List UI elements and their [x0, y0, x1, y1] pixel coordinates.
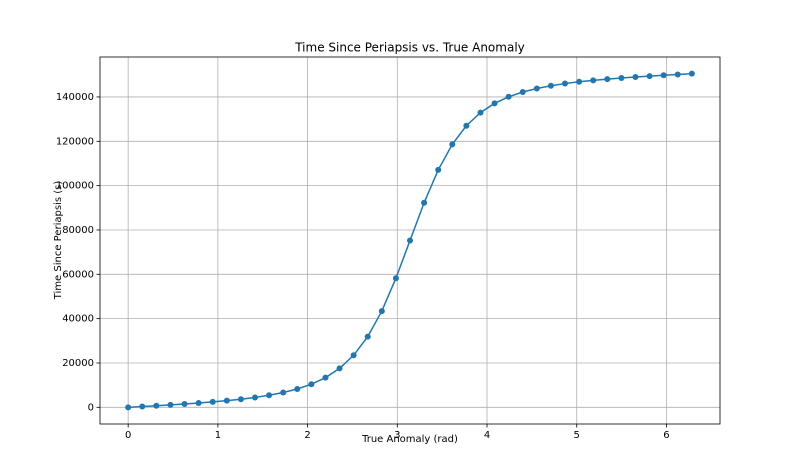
chart-title: Time Since Periapsis vs. True Anomaly — [294, 41, 525, 55]
x-tick-label: 4 — [484, 430, 490, 441]
data-point — [392, 275, 399, 282]
data-point — [336, 365, 343, 372]
data-point — [407, 237, 414, 244]
data-point — [632, 74, 639, 81]
data-point — [519, 89, 526, 96]
y-tick-label: 40000 — [62, 314, 94, 325]
data-point — [562, 80, 569, 87]
x-tick-label: 6 — [663, 430, 669, 441]
data-point — [322, 374, 329, 381]
x-tick-label: 3 — [394, 430, 400, 441]
x-tick-label: 0 — [125, 430, 131, 441]
data-point — [139, 403, 146, 410]
data-point — [421, 199, 428, 206]
data-point — [435, 166, 442, 173]
data-point — [660, 72, 667, 79]
y-tick-label: 100000 — [56, 181, 94, 192]
x-tick-label: 2 — [304, 430, 310, 441]
plot-frame — [99, 56, 721, 425]
data-point — [209, 398, 216, 405]
data-point — [505, 93, 512, 100]
x-axis-label: True Anomaly (rad) — [361, 434, 458, 445]
y-tick-label: 0 — [88, 402, 94, 413]
y-tick-label: 140000 — [56, 92, 94, 103]
data-point — [576, 78, 583, 85]
y-tick-label: 80000 — [62, 225, 94, 236]
data-point — [266, 392, 273, 399]
data-point — [350, 352, 357, 359]
y-tick-label: 20000 — [62, 358, 94, 369]
data-point — [449, 141, 456, 148]
data-point — [251, 394, 258, 401]
data-point — [294, 385, 301, 392]
data-point — [646, 73, 653, 80]
y-tick-label: 120000 — [56, 136, 94, 147]
x-tick-label: 1 — [215, 430, 221, 441]
data-point — [688, 70, 695, 77]
data-point — [378, 308, 385, 315]
data-point — [223, 397, 230, 404]
x-tick-label: 5 — [574, 430, 580, 441]
data-point — [618, 75, 625, 82]
data-point — [477, 109, 484, 116]
data-point — [604, 76, 611, 83]
data-point — [280, 389, 287, 396]
data-point — [308, 381, 315, 388]
data-point — [547, 82, 554, 89]
data-point — [364, 333, 371, 340]
data-point — [590, 77, 597, 84]
data-point — [195, 399, 202, 406]
y-tick-label: 60000 — [62, 269, 94, 280]
data-point — [491, 100, 498, 107]
data-point — [674, 71, 681, 78]
data-point — [125, 404, 132, 411]
data-point — [533, 85, 540, 92]
data-point — [167, 401, 174, 408]
data-point — [237, 396, 244, 403]
y-axis-label: Time Since Periapsis (s) — [53, 181, 64, 301]
data-point — [463, 122, 470, 129]
data-point — [181, 400, 188, 407]
data-point — [153, 402, 160, 409]
